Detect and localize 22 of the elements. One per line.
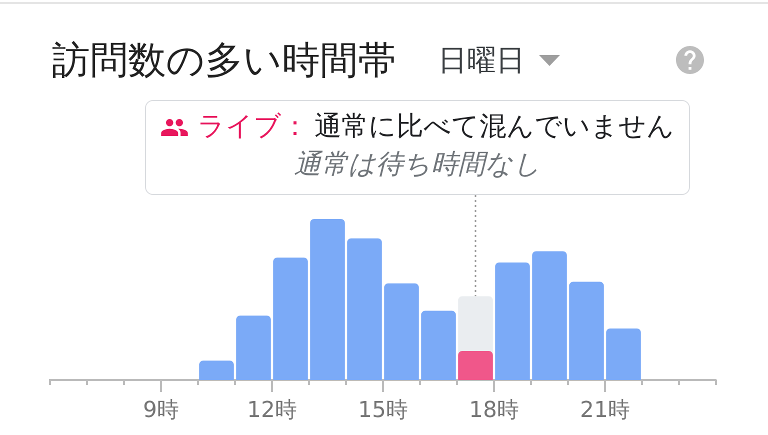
bar [606,328,641,380]
x-tick-label: 15時 [358,398,408,423]
x-tick-label: 9時 [143,398,179,423]
chart-subtitle: 日曜日 [438,42,525,78]
bar [236,316,271,380]
text: ライブ： [198,110,308,144]
bar [199,360,234,380]
annotation: 通常は待ち時間なし [293,148,542,182]
bar [347,238,382,380]
bar [532,251,567,380]
bar [384,283,419,380]
bar [273,258,308,380]
x-tick-label: 18時 [469,398,519,423]
bar [421,310,456,380]
bar [458,351,493,380]
x-tick-label: 21時 [580,398,630,423]
text: 通常に比べて混んでいません [314,110,674,144]
x-tick-label: 12時 [247,398,297,423]
chart-title: 訪問数の多い時間帯 [52,37,396,83]
bar [495,262,530,380]
bar [569,282,604,380]
bar [310,219,345,380]
